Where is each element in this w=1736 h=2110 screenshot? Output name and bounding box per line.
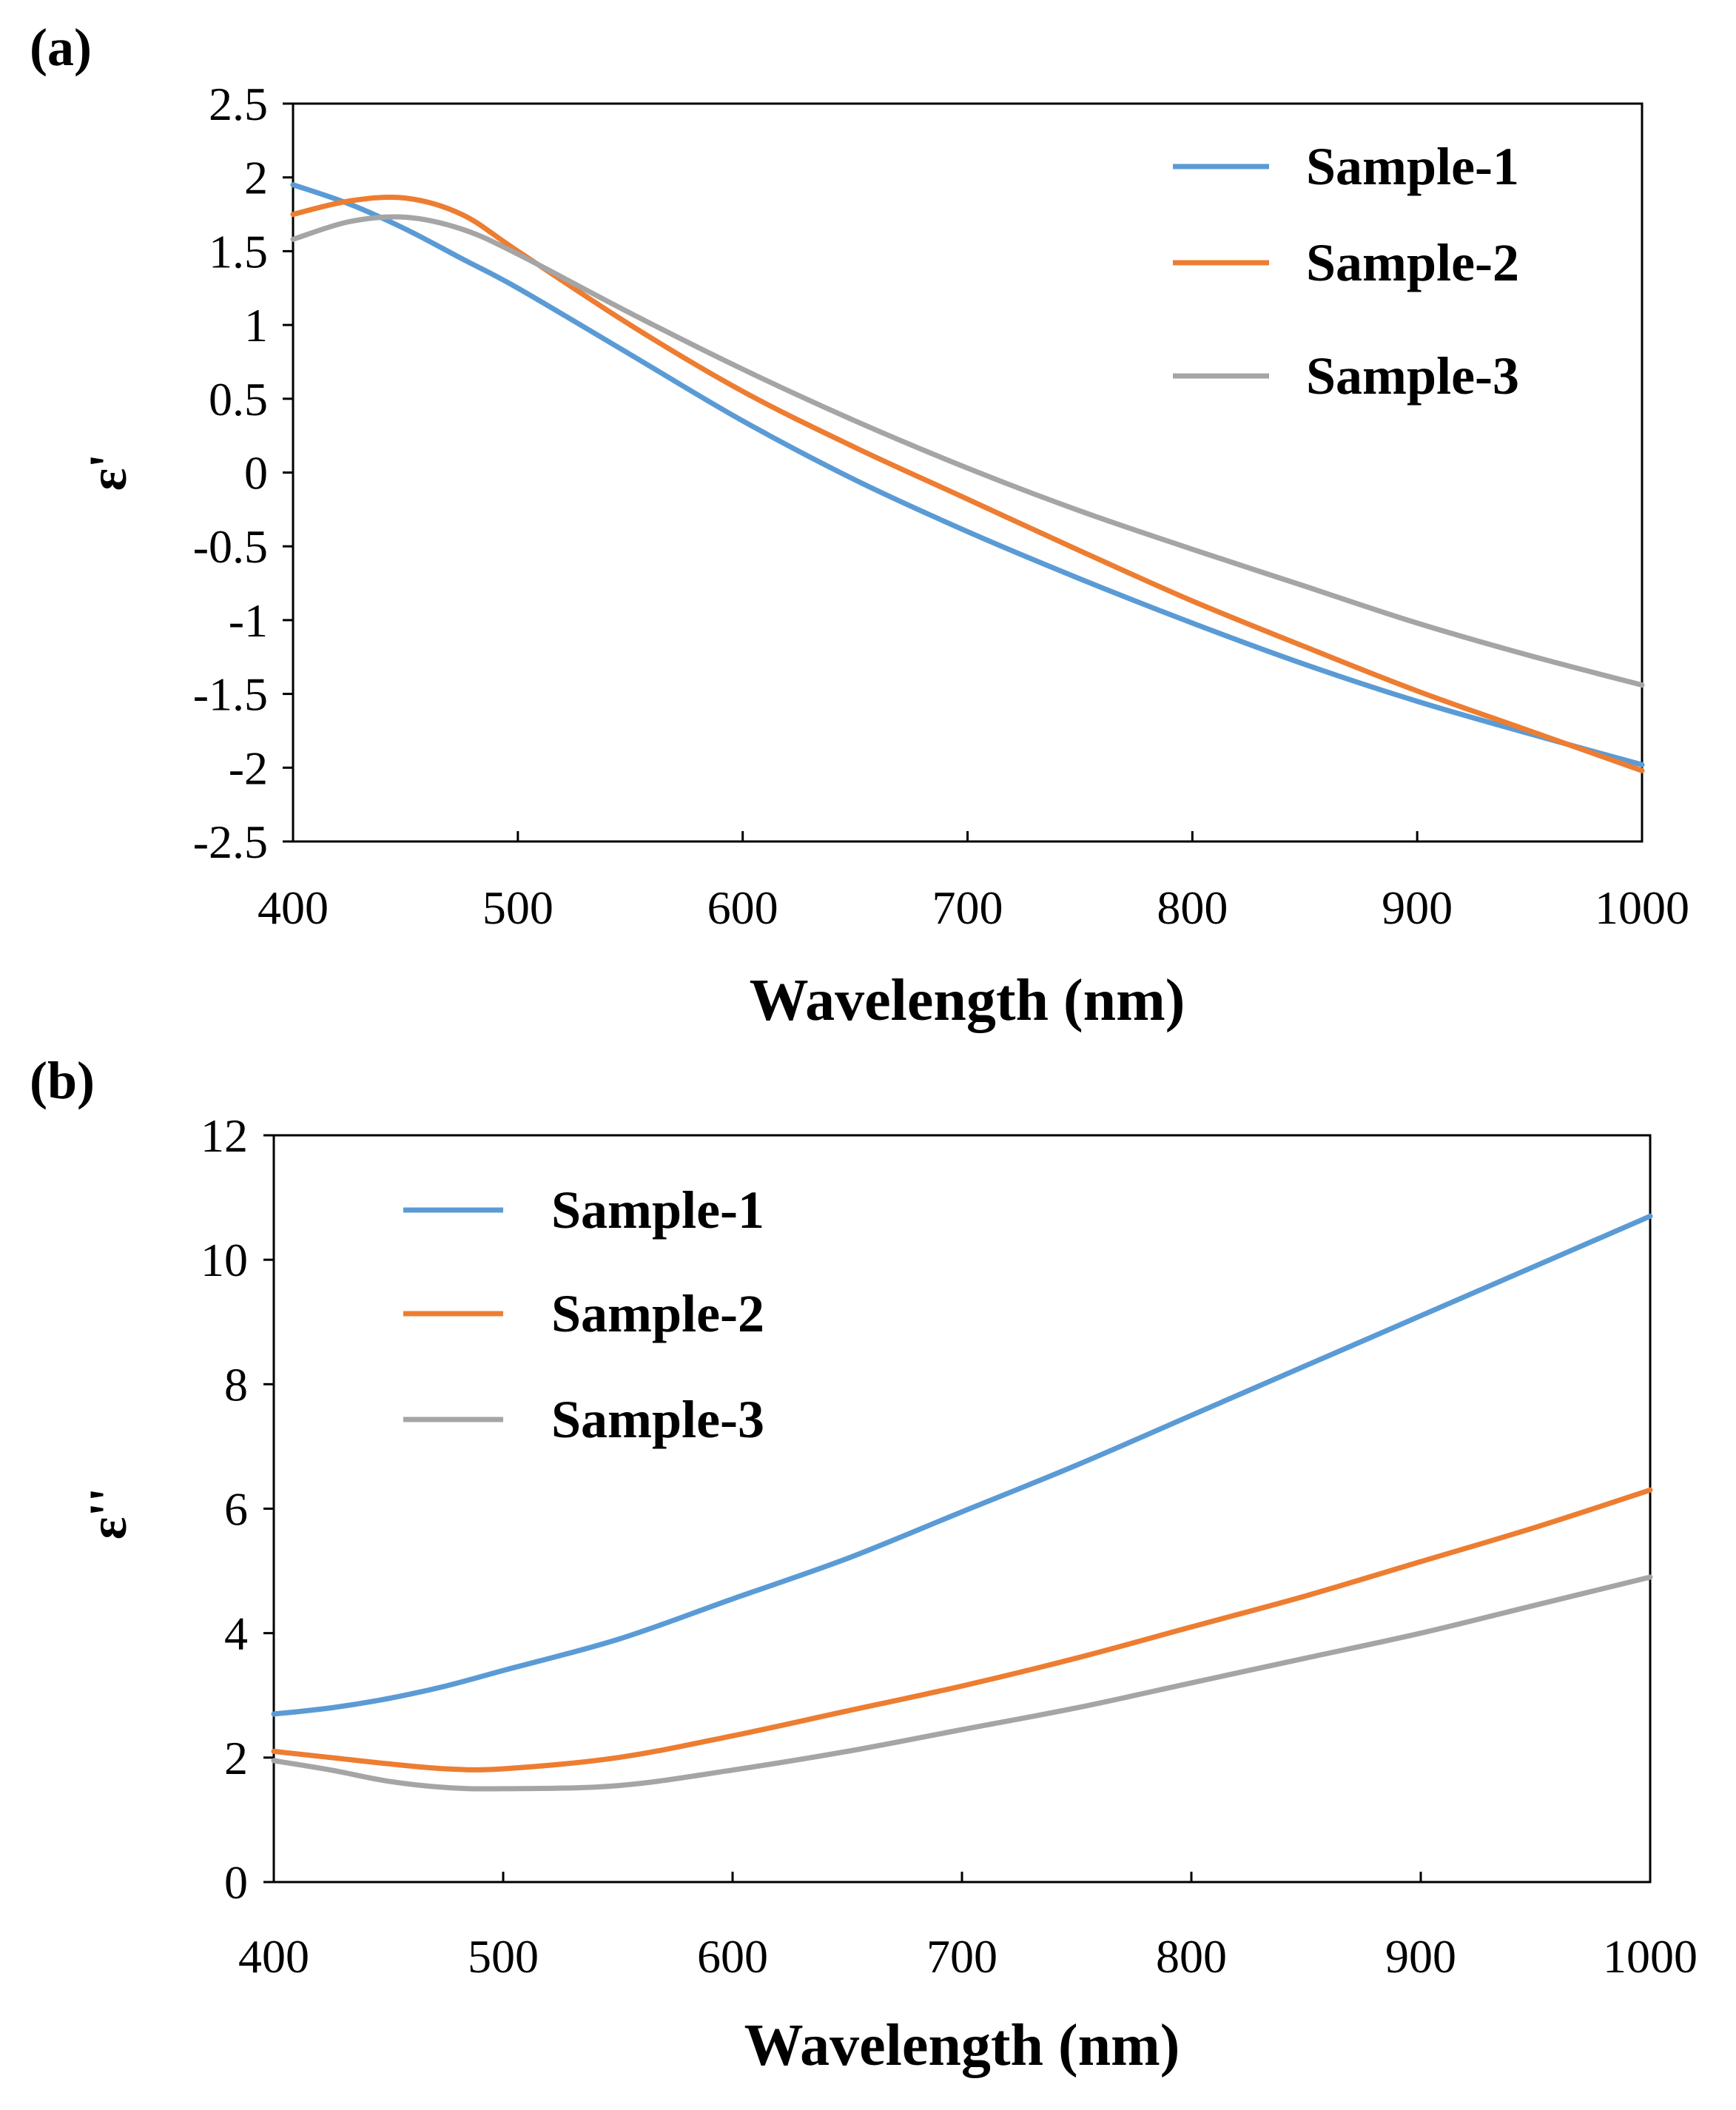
panel-a-label: (a): [30, 18, 92, 77]
panel-b-label: (b): [30, 1051, 95, 1110]
series-line-sample-3: [271, 1574, 1653, 1792]
panel-b-y-ticks: 12 10 8 6 4 2 0: [201, 1109, 274, 1909]
panel-a-plot-frame: [292, 102, 1644, 843]
y-tick-label: 1.5: [209, 225, 268, 278]
y-tick-label: 0: [224, 1856, 248, 1909]
y-tick-label: 0: [244, 447, 268, 500]
panel-b: (b) 12 10 8 6 4 2 0 400 500 600 700 800 900 1000 ε''…: [30, 1051, 1698, 2078]
legend-label-sample-1: Sample-1: [551, 1180, 764, 1240]
legend-label-sample-3: Sample-3: [1306, 346, 1519, 406]
panel-a-legend: Sample-1 Sample-2 Sample-3: [1173, 137, 1519, 406]
panel-b-y-axis-label: ε'': [78, 1488, 138, 1540]
panel-a-x-ticks: 400 500 600 700 800 900 1000: [258, 831, 1689, 934]
legend-label-sample-3: Sample-3: [551, 1390, 764, 1449]
y-tick-label: 0.5: [209, 373, 268, 426]
x-tick-label: 400: [238, 1930, 309, 1983]
x-tick-label: 900: [1385, 1930, 1456, 1983]
x-tick-label: 1000: [1595, 881, 1689, 934]
x-tick-label: 500: [482, 881, 554, 934]
panel-a-y-ticks: 2.5 2 1.5 1 0.5 0 -0.5 -1 -1.5 -2 -2.5: [193, 78, 293, 868]
y-tick-label: 12: [201, 1109, 248, 1162]
x-tick-label: 500: [468, 1930, 539, 1983]
y-tick-label: 8: [224, 1358, 248, 1411]
series-line-sample-1: [290, 182, 1645, 767]
y-tick-label: 1: [244, 299, 268, 352]
x-tick-label: 700: [932, 881, 1003, 934]
x-tick-label: 600: [707, 881, 778, 934]
legend-label-sample-1: Sample-1: [1306, 137, 1519, 196]
x-tick-label: 700: [926, 1930, 997, 1983]
panel-a-y-axis-label: ε': [78, 454, 138, 491]
panel-a-x-axis-label: Wavelength (nm): [750, 968, 1185, 1033]
panel-a-series: [290, 182, 1645, 773]
panel-b-x-axis-label: Wavelength (nm): [744, 2013, 1180, 2078]
x-tick-label: 800: [1156, 1930, 1227, 1983]
y-tick-label: 10: [201, 1234, 248, 1286]
series-line-sample-1: [271, 1213, 1653, 1717]
x-tick-label: 800: [1157, 881, 1228, 934]
x-tick-label: 1000: [1603, 1930, 1698, 1983]
y-tick-label: 4: [224, 1607, 248, 1660]
y-tick-label: -1.5: [193, 668, 268, 721]
y-tick-label: -0.5: [193, 520, 268, 573]
panel-b-legend: Sample-1 Sample-2 Sample-3: [403, 1180, 764, 1449]
x-tick-label: 600: [697, 1930, 768, 1983]
legend-label-sample-2: Sample-2: [1306, 233, 1519, 292]
y-tick-label: -2.5: [193, 816, 268, 868]
panel-b-x-ticks: 400 500 600 700 800 900 1000: [238, 1872, 1698, 1983]
x-tick-label: 900: [1382, 881, 1453, 934]
y-tick-label: 2: [244, 152, 268, 204]
y-tick-label: 2.5: [209, 78, 268, 130]
y-tick-label: 2: [224, 1732, 248, 1784]
x-tick-label: 400: [258, 881, 329, 934]
panel-a: (a) 2.5 2 1.5 1 0.5 0 -0.5 -1 -1.5 -2 -2.5 400 500 6…: [30, 18, 1689, 1033]
series-line-sample-3: [290, 214, 1645, 688]
y-tick-label: -1: [229, 594, 268, 647]
series-line-sample-2: [290, 194, 1645, 773]
series-line-sample-2: [271, 1487, 1653, 1773]
legend-label-sample-2: Sample-2: [551, 1284, 764, 1343]
y-tick-label: 6: [224, 1483, 248, 1536]
y-tick-label: -2: [229, 742, 268, 794]
panel-b-series: [271, 1213, 1653, 1792]
